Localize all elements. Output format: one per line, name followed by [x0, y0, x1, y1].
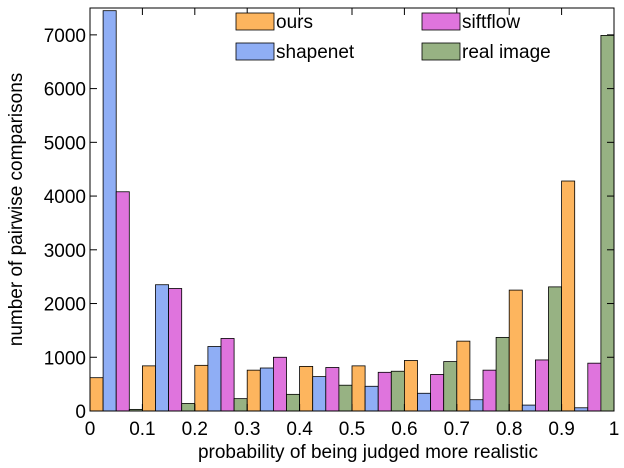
bar-ours-bin-4	[299, 365, 314, 412]
y-tick-label: 1000	[44, 348, 86, 369]
bar-real-image-bin-7	[495, 336, 510, 412]
bar-shapenet-bin-7	[469, 399, 484, 412]
bar-real-image-bin-6	[443, 361, 458, 412]
bar-real-image-bin-1	[181, 403, 196, 412]
bar-siftflow-bin-6	[430, 374, 445, 412]
y-tick-label: 6000	[44, 80, 86, 101]
x-tick-label: 0.9	[548, 419, 574, 440]
y-axis-label: number of pairwise comparisons	[6, 73, 27, 347]
y-tick-label: 5000	[44, 133, 86, 154]
bar-shapenet-bin-0	[102, 10, 117, 412]
legend-label-siftflow: siftflow	[462, 12, 520, 33]
bar-ours-bin-5	[351, 365, 366, 412]
legend-label-real-image: real image	[462, 42, 551, 63]
bar-shapenet-bin-5	[364, 385, 379, 412]
bar-siftflow-bin-2	[220, 338, 235, 412]
x-tick-label: 0.3	[234, 419, 260, 440]
x-tick-label: 0.6	[391, 419, 417, 440]
y-tick-label: 7000	[44, 26, 86, 47]
legend-label-ours: ours	[276, 12, 313, 33]
x-tick-label: 0.8	[496, 419, 522, 440]
bar-siftflow-bin-9	[587, 362, 602, 412]
bar-real-image-bin-5	[390, 370, 405, 412]
bar-shapenet-bin-2	[207, 346, 222, 412]
bar-siftflow-bin-5	[377, 371, 392, 412]
y-tick-label: 3000	[44, 241, 86, 262]
bar-shapenet-bin-3	[259, 367, 274, 412]
bar-siftflow-bin-0	[115, 191, 130, 412]
bar-ours-bin-0	[89, 377, 104, 412]
bar-real-image-bin-2	[233, 398, 248, 412]
axis-ticks: 0 0.1 0.2 0.3 0.4 0.5 0.6 0.7 0.8 0.9 1 0 1000 2000 30…	[44, 8, 620, 440]
bar-siftflow-bin-3	[272, 356, 287, 412]
bar-real-image-bin-4	[338, 384, 353, 412]
x-tick-label: 0.2	[182, 419, 208, 440]
bar-real-image-bin-8	[548, 286, 563, 412]
bar-ours-bin-7	[456, 340, 471, 412]
legend-swatch-siftflow	[421, 12, 461, 31]
bar-ours-bin-3	[246, 369, 261, 412]
bar-siftflow-bin-8	[535, 359, 549, 412]
x-tick-label: 1	[609, 419, 620, 440]
x-tick-label: 0	[85, 419, 96, 440]
bar-shapenet-bin-1	[155, 284, 170, 412]
legend-swatch-ours	[235, 12, 275, 31]
bar-ours-bin-6	[403, 360, 418, 412]
bar-siftflow-bin-4	[325, 367, 340, 412]
x-tick-label: 0.7	[444, 419, 470, 440]
bar-ours-bin-2	[194, 364, 209, 412]
bar-shapenet-bin-4	[312, 376, 327, 412]
x-tick-label: 0.5	[339, 419, 365, 440]
bar-ours-bin-8	[508, 289, 523, 412]
y-tick-label: 0	[75, 402, 86, 423]
bars-group	[89, 10, 615, 412]
x-tick-label: 0.4	[286, 419, 313, 440]
bar-ours-bin-9	[561, 180, 576, 412]
x-axis-label: probability of being judged more realist…	[198, 442, 538, 463]
bar-shapenet-bin-6	[417, 392, 432, 412]
bar-siftflow-bin-7	[482, 369, 497, 412]
x-tick-label: 0.1	[129, 419, 155, 440]
legend-swatch-shapenet	[235, 42, 275, 61]
legend-label-shapenet: shapenet	[276, 42, 355, 63]
bar-real-image-bin-9	[600, 35, 615, 412]
y-tick-label: 4000	[44, 187, 86, 208]
legend: ours shapenet siftflow real image	[235, 12, 551, 63]
bar-ours-bin-1	[141, 365, 156, 412]
bar-siftflow-bin-1	[168, 288, 183, 412]
legend-swatch-real-image	[421, 42, 461, 61]
bar-shapenet-bin-8	[521, 404, 536, 412]
y-tick-label: 2000	[44, 295, 86, 316]
bar-real-image-bin-3	[286, 393, 301, 412]
